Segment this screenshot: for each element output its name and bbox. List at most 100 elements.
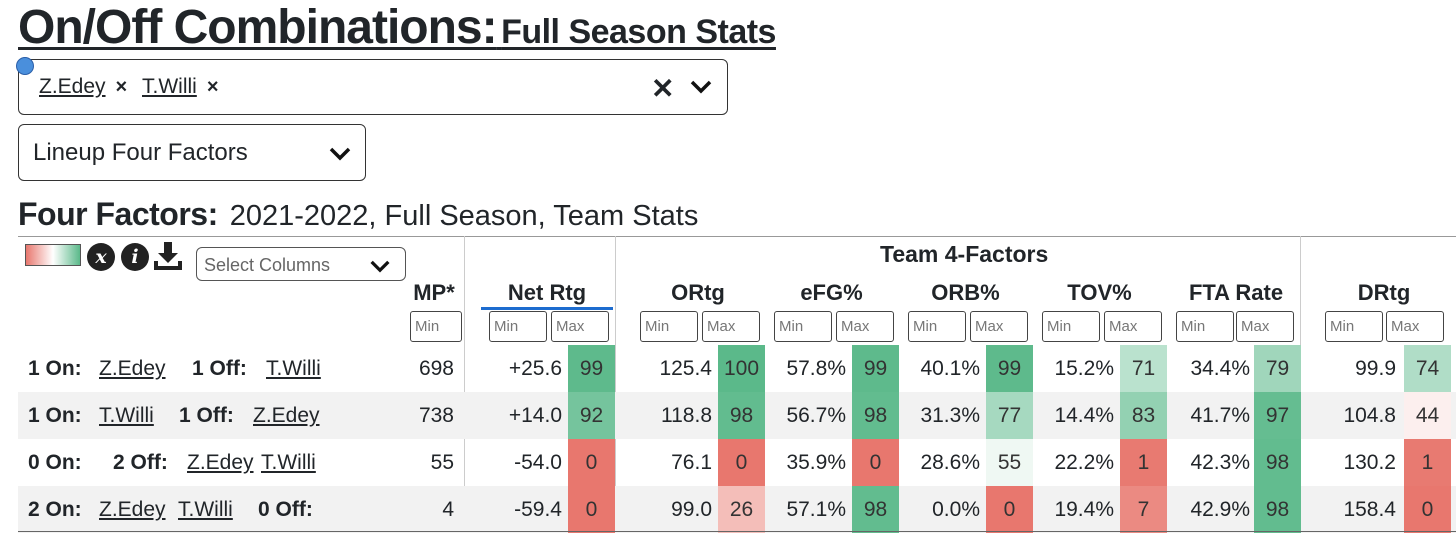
col-header-efg[interactable]: eFG%: [800, 280, 863, 305]
drtg-min-filter[interactable]: Min: [1325, 311, 1383, 342]
net-min-filter[interactable]: Min: [489, 311, 547, 342]
player-multiselect[interactable]: Z.Edey × T.Willi × ✕: [16, 57, 728, 115]
stat-net: +14.0: [508, 404, 562, 427]
table-row: 2 On: Z.Edey T.Willi 0 Off: 4 -59.4 99.0 57.1% 0…: [18, 486, 1456, 533]
col-header-drtg[interactable]: DRtg: [1357, 280, 1411, 305]
stat-tov: 19.4%: [1054, 498, 1114, 521]
player-chip-label: Z.Edey: [39, 75, 106, 98]
chevron-down-icon[interactable]: [369, 260, 391, 273]
player-link[interactable]: T.Willi: [266, 357, 321, 380]
section-heading: Four Factors: 2021-2022, Full Season, Tea…: [18, 196, 698, 233]
chevron-down-icon[interactable]: [329, 147, 351, 161]
tov-min-filter[interactable]: Min: [1042, 311, 1100, 342]
percentile-tov: 7: [1120, 486, 1167, 533]
net-max-filter[interactable]: Max: [551, 311, 609, 342]
group-header-team-4-factors: Team 4-Factors: [880, 241, 1049, 267]
stat-drtg: 130.2: [1343, 451, 1396, 474]
on-off-label: 1 Off:: [179, 404, 234, 427]
info-icon[interactable]: i: [121, 243, 149, 271]
percentile-ortg: 26: [718, 486, 765, 533]
percentile-drtg: 0: [1404, 486, 1451, 533]
orb-max-filter[interactable]: Max: [970, 311, 1028, 342]
col-header-fta-rate[interactable]: FTA Rate: [1188, 280, 1284, 305]
col-header-tov[interactable]: TOV%: [1067, 280, 1132, 305]
percentile-net: 0: [568, 486, 615, 533]
stat-ortg: 76.1: [671, 451, 712, 474]
column-divider: [615, 236, 616, 532]
stat-fta: 42.3%: [1190, 451, 1250, 474]
download-icon[interactable]: [154, 241, 182, 271]
col-header-mp[interactable]: MP*: [413, 280, 455, 305]
view-dropdown[interactable]: Lineup Four Factors: [18, 124, 366, 181]
percentile-ortg: 0: [718, 439, 765, 486]
player-link[interactable]: T.Willi: [99, 404, 154, 427]
player-link[interactable]: T.Willi: [178, 498, 233, 521]
player-link[interactable]: Z.Edey: [99, 357, 166, 380]
stat-ortg: 118.8: [661, 404, 712, 427]
stat-fta: 34.4%: [1190, 357, 1250, 380]
ortg-min-filter[interactable]: Min: [640, 311, 698, 342]
remove-chip-icon[interactable]: ×: [206, 76, 219, 98]
on-off-label: 1 On:: [28, 357, 82, 380]
stat-net: -59.4: [514, 498, 562, 521]
mp-min-filter[interactable]: Min: [410, 311, 462, 342]
on-off-label: 2 On:: [28, 498, 82, 521]
stat-orb: 31.3%: [920, 404, 980, 427]
page-title-sub: Full Season Stats: [501, 13, 776, 51]
player-link[interactable]: Z.Edey: [99, 498, 166, 521]
player-chip[interactable]: T.Willi ×: [142, 75, 219, 99]
stat-tov: 22.2%: [1054, 451, 1114, 474]
percentile-fta: 79: [1254, 345, 1301, 392]
stat-orb: 28.6%: [920, 451, 980, 474]
stat-drtg: 99.9: [1355, 357, 1396, 380]
fta-max-filter[interactable]: Max: [1236, 311, 1294, 342]
ortg-max-filter[interactable]: Max: [702, 311, 760, 342]
stat-efg: 57.8%: [786, 357, 846, 380]
player-link[interactable]: Z.Edey: [187, 451, 254, 474]
select-columns-dropdown[interactable]: Select Columns: [196, 247, 406, 281]
page-title-main: On/Off Combinations:: [18, 1, 498, 54]
select-columns-placeholder: Select Columns: [204, 255, 331, 275]
tov-max-filter[interactable]: Max: [1104, 311, 1162, 342]
efg-min-filter[interactable]: Min: [774, 311, 832, 342]
stat-mp: 698: [418, 357, 454, 380]
stat-drtg: 104.8: [1343, 404, 1396, 427]
stat-tov: 14.4%: [1054, 404, 1114, 427]
stat-orb: 0.0%: [932, 498, 980, 521]
percentile-orb: 55: [986, 439, 1033, 486]
close-icon[interactable]: x: [87, 243, 115, 271]
four-factors-table: x i Select Columns Team 4-Factors MP* Ne…: [18, 236, 1456, 536]
percentile-ortg: 98: [718, 392, 765, 439]
percentile-net: 0: [568, 439, 615, 486]
player-link[interactable]: T.Willi: [261, 451, 316, 474]
stat-mp: 4: [442, 498, 454, 521]
stat-mp: 738: [418, 404, 454, 427]
clear-all-icon[interactable]: ✕: [651, 73, 675, 104]
orb-min-filter[interactable]: Min: [908, 311, 966, 342]
percentile-fta: 98: [1254, 439, 1301, 486]
chevron-down-icon[interactable]: [690, 80, 712, 94]
player-link[interactable]: Z.Edey: [253, 404, 320, 427]
fta-min-filter[interactable]: Min: [1176, 311, 1234, 342]
view-dropdown-value: Lineup Four Factors: [33, 139, 248, 166]
col-header-orb[interactable]: ORB%: [931, 280, 1000, 305]
percentile-drtg: 1: [1404, 439, 1451, 486]
remove-chip-icon[interactable]: ×: [115, 76, 128, 98]
player-chip[interactable]: Z.Edey ×: [39, 75, 127, 99]
efg-max-filter[interactable]: Max: [836, 311, 894, 342]
percentile-efg: 99: [852, 345, 899, 392]
on-off-label: 0 On:: [28, 451, 82, 474]
percentile-tov: 83: [1120, 392, 1167, 439]
col-header-ortg[interactable]: ORtg: [671, 280, 725, 305]
table-row: 0 On: 2 Off: Z.Edey T.Willi 55 -54.0 76.1 35.9%…: [18, 439, 1456, 486]
col-header-net-rtg[interactable]: Net Rtg: [507, 280, 587, 305]
percentile-efg: 98: [852, 392, 899, 439]
percentile-drtg: 44: [1404, 392, 1451, 439]
gradient-legend-icon[interactable]: [25, 244, 81, 266]
stat-ortg: 99.0: [671, 498, 712, 521]
stat-fta: 42.9%: [1190, 498, 1250, 521]
stat-net: -54.0: [514, 451, 562, 474]
page-title: On/Off Combinations: Full Season Stats: [18, 0, 776, 55]
stat-efg: 57.1%: [786, 498, 846, 521]
drtg-max-filter[interactable]: Max: [1386, 311, 1444, 342]
